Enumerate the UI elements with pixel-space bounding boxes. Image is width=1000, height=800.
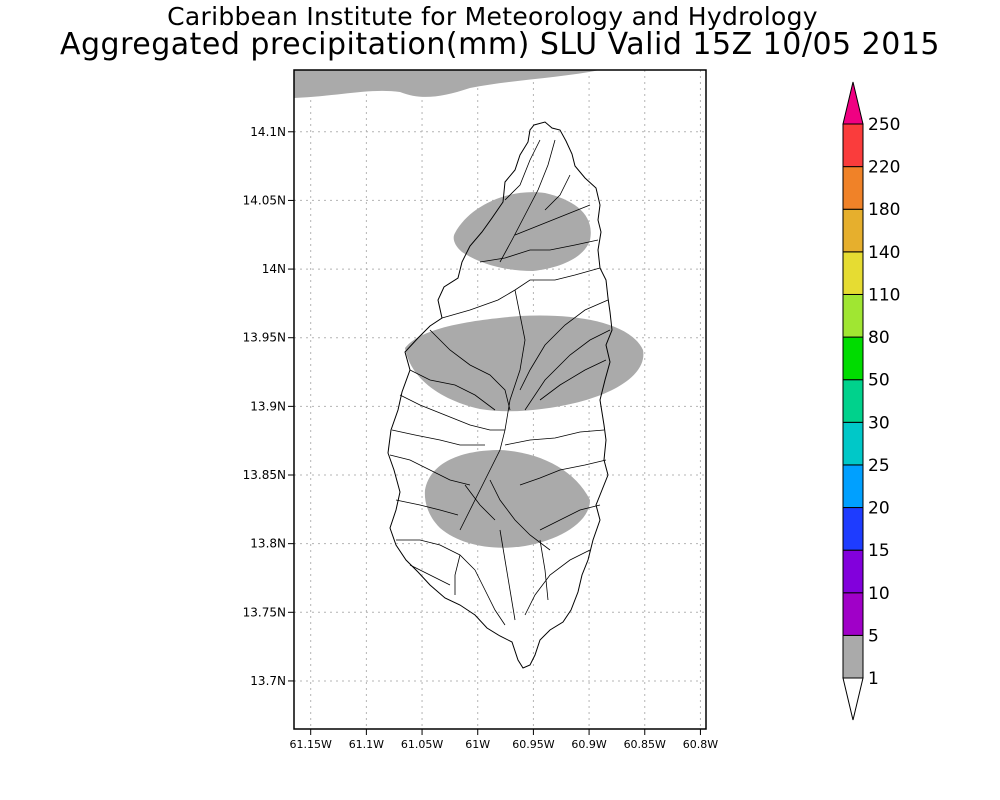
colorbar-segment-5 bbox=[842, 421, 864, 466]
colorbar-label: 110 bbox=[868, 285, 900, 305]
lat-tick-label: 14.05N bbox=[243, 193, 286, 207]
lat-tick-label: 14N bbox=[262, 262, 286, 276]
lon-tick-label: 60.85W bbox=[624, 738, 666, 751]
lat-tick-label: 13.85N bbox=[243, 468, 286, 482]
map-frame bbox=[293, 69, 707, 730]
island-rivers bbox=[389, 139, 611, 626]
colorbar-segment-6 bbox=[842, 379, 864, 423]
lon-tick-label: 60.8W bbox=[683, 738, 718, 751]
colorbar-label: 140 bbox=[868, 243, 900, 263]
precip-area-central bbox=[405, 315, 644, 412]
lat-tick-label: 13.9N bbox=[250, 399, 286, 413]
lat-tick-label: 13.8N bbox=[250, 537, 286, 551]
colorbar-segment-3 bbox=[842, 507, 864, 551]
colorbar-segment-1 bbox=[842, 592, 864, 636]
colorbar-label: 220 bbox=[868, 158, 900, 178]
colorbar-segment-0 bbox=[842, 634, 864, 679]
colorbar-label: 5 bbox=[868, 626, 879, 646]
colorbar-label: 250 bbox=[868, 115, 900, 135]
colorbar-segment-11 bbox=[842, 166, 864, 210]
map-axes: 61.15W 61.1W 61.05W 61W 60.95W 60.9W 60.85W 60.… bbox=[243, 125, 719, 751]
lon-tick-label: 61W bbox=[465, 738, 490, 751]
precipitation-shading bbox=[294, 70, 644, 548]
colorbar-label: 80 bbox=[868, 328, 890, 348]
lon-tick-label: 61.15W bbox=[290, 738, 332, 751]
colorbar-segment-10 bbox=[842, 208, 864, 253]
lat-tick-label: 13.7N bbox=[250, 674, 286, 688]
precip-area-north bbox=[453, 192, 591, 271]
lon-tick-label: 60.95W bbox=[512, 738, 554, 751]
colorbar-label: 15 bbox=[868, 541, 890, 561]
colorbar-label: 25 bbox=[868, 456, 890, 476]
lat-tick-label: 13.75N bbox=[243, 605, 286, 619]
colorbar-segment-2 bbox=[842, 549, 864, 594]
colorbar-segment-7 bbox=[842, 336, 864, 381]
colorbar-label: 10 bbox=[868, 584, 890, 604]
chart-title-institute: Caribbean Institute for Meteorology and … bbox=[167, 2, 818, 31]
colorbar-label: 180 bbox=[868, 200, 900, 220]
colorbar-segment-4 bbox=[842, 464, 864, 509]
lon-tick-label: 61.05W bbox=[401, 738, 443, 751]
colorbar-lower-triangle bbox=[842, 677, 864, 721]
colorbar-label: 30 bbox=[868, 413, 890, 433]
lat-tick-label: 14.1N bbox=[250, 125, 286, 139]
lon-tick-label: 61.1W bbox=[349, 738, 384, 751]
saint-lucia-coastline bbox=[387, 121, 613, 669]
colorbar-label: 1 bbox=[868, 669, 879, 689]
colorbar-label: 50 bbox=[868, 371, 890, 391]
colorbar-upper-triangle bbox=[842, 81, 864, 125]
lon-tick-label: 60.9W bbox=[571, 738, 606, 751]
colorbar-segment-12 bbox=[842, 123, 864, 168]
precip-area-south bbox=[424, 450, 590, 548]
colorbar-label: 20 bbox=[868, 499, 890, 519]
island-outline bbox=[387, 121, 613, 669]
chart-title-product: Aggregated precipitation(mm) SLU Valid 1… bbox=[59, 27, 941, 62]
colorbar-segment-9 bbox=[842, 251, 864, 295]
colorbar-segment-8 bbox=[842, 293, 864, 338]
precip-area-north-edge bbox=[294, 70, 600, 98]
lat-tick-label: 13.95N bbox=[243, 331, 286, 345]
